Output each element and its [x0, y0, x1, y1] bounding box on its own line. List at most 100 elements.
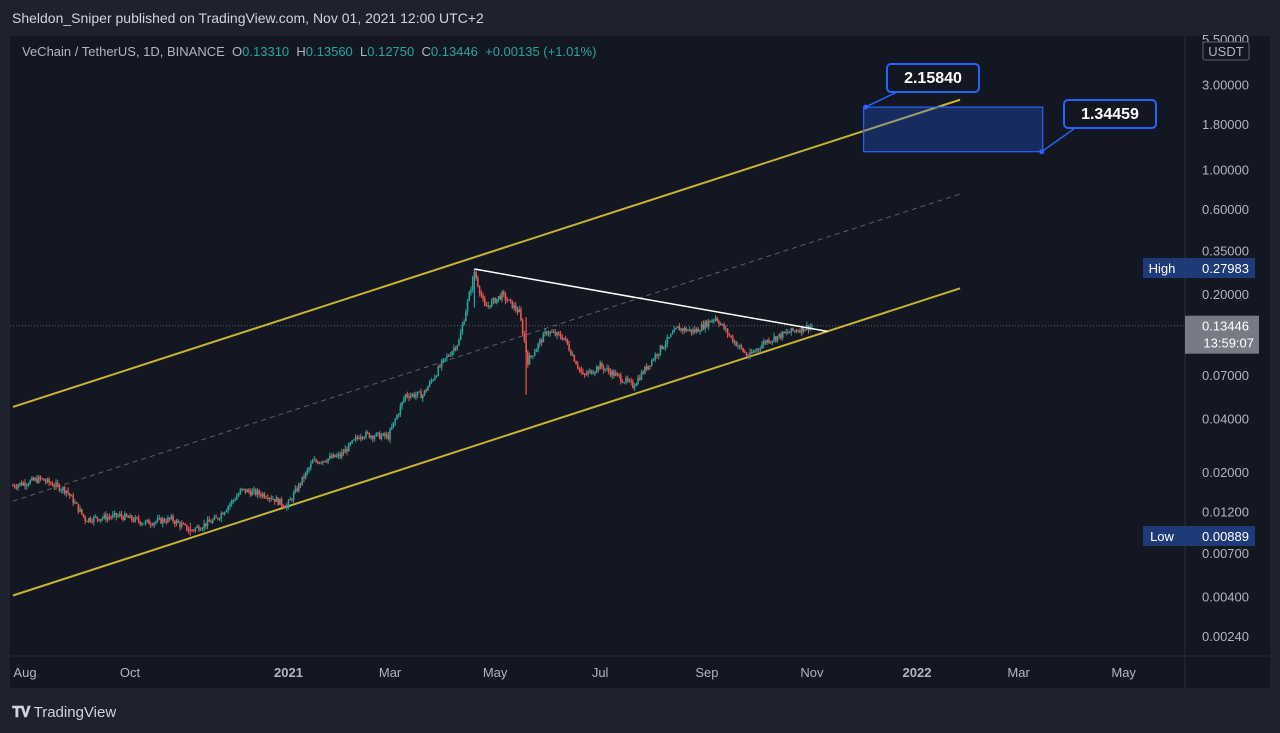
candle-body — [628, 380, 631, 382]
candle-body — [466, 301, 469, 313]
candle-body — [759, 348, 762, 350]
target-1-34459-text: 1.34459 — [1081, 106, 1139, 123]
candle-body — [65, 490, 68, 494]
candle-body — [452, 347, 455, 352]
candle-body — [232, 500, 235, 502]
candle-body — [725, 328, 727, 330]
candle-body — [285, 505, 288, 509]
candle-body — [490, 300, 493, 307]
candle-body — [737, 345, 739, 347]
candle-body — [497, 296, 500, 299]
candle-body — [778, 333, 781, 337]
candle-body — [222, 513, 224, 515]
time-tick-label: May — [483, 665, 508, 680]
candle-body — [804, 329, 806, 332]
candle-body — [153, 522, 155, 526]
candle-body — [249, 491, 252, 496]
candle-body — [749, 351, 751, 358]
chart-frame[interactable] — [10, 36, 1270, 688]
candle-body — [707, 320, 710, 327]
candle-body — [578, 367, 581, 370]
candle-body — [559, 334, 562, 338]
candle-body — [673, 329, 675, 333]
candle-body — [351, 440, 353, 444]
candle-body — [458, 340, 460, 346]
candle-body — [237, 494, 240, 497]
candle-body — [487, 305, 490, 307]
candle-body — [637, 377, 639, 384]
candle-body — [492, 298, 495, 301]
price-tick-label: 0.00240 — [1202, 629, 1249, 644]
candle-body — [156, 518, 159, 522]
open-label: O — [232, 44, 243, 59]
candle-body — [633, 385, 636, 388]
candle-body — [651, 360, 653, 366]
candle-body — [172, 516, 174, 522]
time-tick-label: Oct — [120, 665, 141, 680]
candle-body — [657, 353, 660, 356]
time-tick-label: May — [1111, 665, 1136, 680]
candle-body — [356, 437, 359, 439]
candle-body — [447, 355, 450, 357]
candle-body — [198, 526, 200, 531]
candle-body — [58, 484, 61, 491]
candle-body — [375, 433, 378, 437]
candle-body — [785, 331, 787, 333]
candle-body — [287, 500, 290, 506]
candle-body — [769, 341, 772, 343]
candle-body — [291, 499, 293, 501]
candle-body — [663, 347, 665, 349]
candle-body — [532, 355, 534, 357]
candle-body — [773, 336, 775, 341]
candle-body — [268, 498, 271, 500]
candle-body — [582, 372, 584, 374]
candle-body — [496, 298, 498, 304]
candle-body — [392, 422, 395, 428]
candle-body — [353, 439, 355, 441]
candle-body — [130, 515, 133, 520]
candle-body — [146, 519, 149, 522]
candle-body — [494, 298, 496, 304]
candle-body — [63, 487, 66, 494]
candle-body — [141, 523, 143, 525]
candle-body — [489, 305, 491, 307]
candle-body — [43, 478, 45, 481]
price-tick-label: 0.07000 — [1202, 368, 1249, 383]
target-2-15840-text: 2.15840 — [904, 70, 962, 87]
candle-body — [783, 331, 786, 333]
candle-body — [666, 337, 669, 345]
candle-body — [747, 355, 750, 358]
tradingview-brand[interactable]: 𝐓𝐕 TradingView — [12, 704, 116, 721]
price-tick-label: 0.35000 — [1202, 244, 1249, 259]
candle-body — [580, 369, 583, 373]
candle-body — [668, 337, 670, 339]
candle-body — [315, 459, 317, 462]
candle-body — [726, 328, 729, 335]
candle-body — [511, 300, 514, 309]
candle-body — [394, 419, 397, 423]
candle-body — [15, 486, 18, 488]
candle-body — [24, 482, 26, 486]
candle-body — [480, 293, 483, 296]
candle-body — [180, 523, 183, 527]
candle-body — [513, 305, 515, 309]
candle-body — [165, 521, 168, 523]
candle-body — [294, 488, 297, 493]
candle-body — [263, 493, 266, 498]
candle-body — [330, 455, 333, 458]
candle-body — [728, 334, 731, 336]
candle-body — [754, 350, 756, 352]
candle-body — [210, 521, 212, 523]
candle-body — [50, 482, 52, 484]
close-value: 0.13446 — [430, 44, 478, 59]
candle-body — [592, 373, 595, 375]
candle-body — [635, 383, 638, 386]
candle-body — [415, 395, 417, 398]
candle-body — [13, 485, 16, 487]
candle-body — [218, 518, 221, 520]
candle-body — [36, 478, 38, 483]
candle-body — [244, 488, 247, 493]
candle-body — [41, 478, 44, 480]
candle-body — [229, 504, 231, 507]
